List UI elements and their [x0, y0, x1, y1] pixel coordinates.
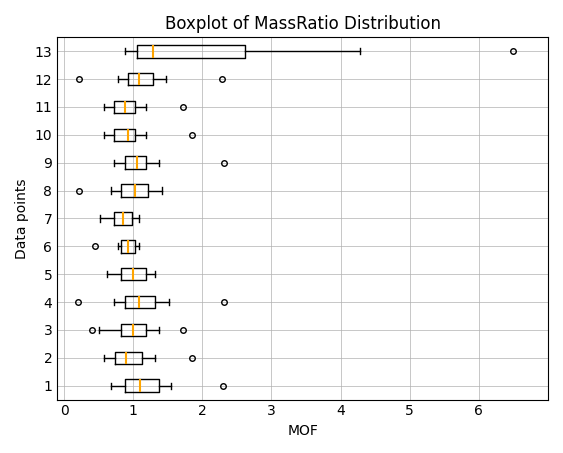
Title: Boxplot of MassRatio Distribution: Boxplot of MassRatio Distribution [164, 15, 441, 33]
Y-axis label: Data points: Data points [15, 178, 29, 259]
X-axis label: MOF: MOF [287, 424, 318, 438]
